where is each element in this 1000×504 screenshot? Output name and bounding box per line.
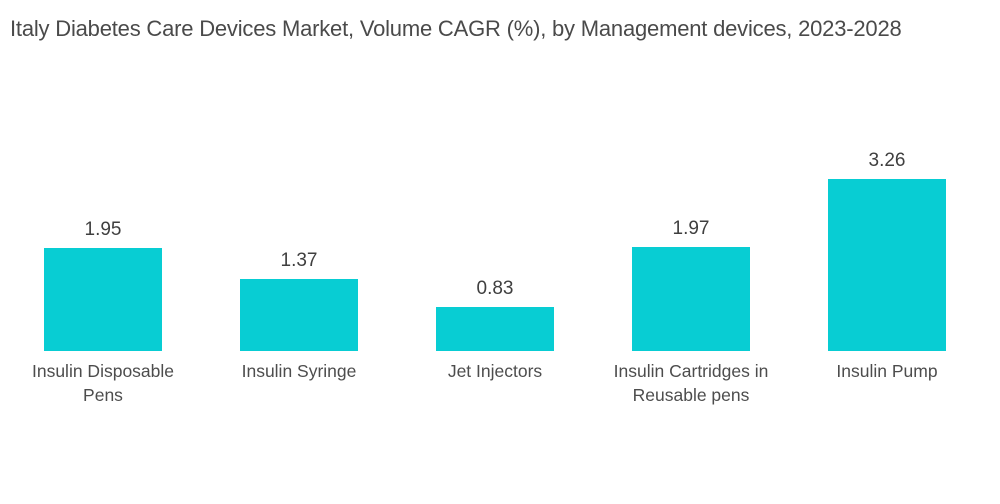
category-label: Insulin Syringe: [241, 361, 357, 381]
category-label: Insulin Cartridges in Reusable pens: [613, 361, 769, 406]
bar: [828, 178, 946, 351]
bar-column: 3.26: [789, 0, 985, 351]
category-axis-labels: Insulin Disposable Pens Insulin Syringe Je…: [5, 359, 985, 407]
bar-value-label: 1.95: [84, 219, 122, 241]
category-label: Insulin Disposable Pens: [31, 361, 175, 406]
bar-column: 0.83: [397, 0, 593, 351]
bar-value-label: 1.37: [280, 249, 318, 271]
bar-value-label: 3.26: [868, 149, 906, 171]
bar: [632, 246, 750, 351]
bar-column: 1.37: [201, 0, 397, 351]
chart-title: Italy Diabetes Care Devices Market, Volu…: [10, 16, 902, 41]
category-label: Jet Injectors: [447, 361, 543, 381]
bar: [240, 278, 358, 351]
bar-value-label: 1.97: [672, 217, 710, 239]
category-label: Insulin Pump: [836, 361, 938, 381]
bar: [44, 248, 162, 351]
bar-column: 1.97: [593, 0, 789, 351]
bar-column: 1.95: [5, 0, 201, 351]
bar-value-label: 0.83: [476, 278, 514, 300]
bar-chart-plot-area: 1.95 1.37 0.83 1.97 3.26: [5, 0, 985, 351]
bar: [436, 307, 554, 351]
